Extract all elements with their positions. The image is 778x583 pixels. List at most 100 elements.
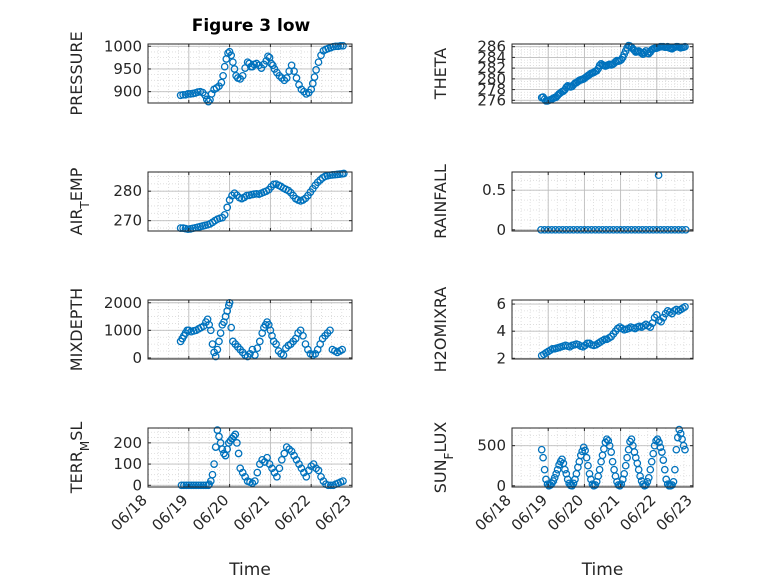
sun_flux-xtick-label: 06/23 (653, 491, 696, 534)
sun_flux-xtick-label: 06/21 (580, 491, 623, 534)
pressure-ylabel: PRESSURE (67, 31, 86, 115)
mixdepth-data-point (311, 349, 320, 358)
sun_flux-data-point (620, 469, 629, 478)
mixdepth-data-point (213, 345, 222, 354)
terr_msl-data-point (290, 451, 298, 460)
pressure-data-point (292, 74, 301, 82)
pressure-data-point (238, 71, 247, 80)
theta-ylabel-part: THETA (431, 48, 450, 100)
h2omixra-ytick-label: 2 (496, 349, 506, 367)
rainfall-axes: 0 0.5 RAINFALL (431, 164, 694, 239)
pressure-ytick-label: 950 (113, 60, 142, 78)
rainfall-data-point (591, 225, 600, 234)
mixdepth-ytick-label: 2000 (104, 294, 142, 312)
sun_flux-xlabel: Time (581, 560, 624, 580)
sun_flux-data-point (681, 445, 689, 454)
rainfall-ytick-label: 0 (496, 221, 506, 239)
rainfall-data-point (660, 225, 668, 234)
terr_msl-data-point (280, 449, 289, 458)
terr_msl-data-point (194, 481, 203, 490)
terr_msl-data-point (302, 472, 311, 481)
terr_msl-data-point (192, 481, 200, 490)
mixdepth-data-point (326, 326, 334, 335)
sun_flux-xtick-label: 06/22 (616, 491, 659, 534)
sun_flux-data-point (658, 448, 666, 456)
sun_flux-xtick-label: 06/20 (544, 491, 587, 534)
terr_msl-xtick-label: 06/21 (230, 491, 273, 534)
h2omixra-ytick-label: 4 (496, 322, 506, 340)
pressure-data-point (280, 76, 289, 85)
mixdepth-data-point (251, 351, 259, 359)
pressure-data-point (204, 97, 213, 106)
air_temp-axes: 270 280 AIRTEMP (67, 167, 353, 235)
sun_flux-axes-box (511, 427, 694, 488)
terr_msl-data-point (238, 468, 247, 477)
sun_flux-data-point (582, 453, 591, 462)
sun_flux-data-point (558, 455, 566, 464)
sun_flux-data-point (561, 465, 569, 474)
rainfall-data-point (558, 225, 567, 234)
pressure-data-point (300, 87, 308, 96)
air_temp-data-point (220, 210, 229, 219)
pressure-data-point (331, 42, 340, 51)
sun_flux-ylabel-part: F (442, 452, 456, 459)
sun_flux-ytick-label: 0 (496, 477, 506, 495)
air_temp-data-point (223, 203, 232, 212)
pressure-data-point (225, 47, 234, 56)
sun_flux-ytick-label: 500 (477, 437, 506, 455)
sun_flux-data-point (616, 481, 624, 490)
sun_flux-data-point (550, 473, 559, 482)
sun_flux-data-point (539, 453, 547, 462)
sun_flux-ylabel-part: LUX (431, 422, 450, 453)
rainfall-data-point (587, 225, 596, 234)
terr_msl-data-point (270, 468, 279, 477)
terr_msl-data-point (218, 445, 227, 454)
terr_msl-ylabel: TERRMSL (67, 422, 92, 495)
pressure-data-point (312, 66, 320, 74)
pressure-data-point (179, 90, 187, 99)
rainfall-data-point (602, 225, 610, 234)
sun_flux-data-point (604, 436, 613, 445)
terr_msl-data-point (229, 432, 238, 441)
air_temp-data-point (339, 169, 348, 178)
sun_flux-xtick-label: 06/19 (508, 491, 551, 534)
sun_flux-data-point (671, 465, 679, 474)
rainfall-data-point (609, 225, 618, 234)
terr_msl-xlabel: Time (228, 560, 271, 580)
rainfall-data-point (667, 225, 676, 234)
rainfall-data-point (642, 225, 650, 234)
figure-title: Figure 3 low (192, 16, 311, 36)
terr_msl-xtick-label: 06/22 (271, 491, 314, 534)
sun_flux-data-point (552, 469, 561, 478)
rainfall-data-point (671, 225, 679, 234)
terr_msl-data-point (233, 439, 241, 447)
sun_flux-data-point (660, 465, 669, 474)
pressure-data-point (184, 90, 192, 98)
h2omixra-data-point (646, 323, 655, 331)
pressure-data-point (314, 58, 323, 67)
rainfall-data-point (605, 225, 614, 234)
pressure-data-point (227, 51, 236, 60)
pressure-data-point (219, 71, 227, 80)
terr_msl-data-point (210, 460, 218, 468)
mixdepth-ylabel: MIXDEPTH (67, 288, 86, 371)
terr_msl-xtick-label: 06/20 (189, 491, 232, 534)
terr_msl-data-point (277, 455, 286, 464)
sun_flux-ylabel-part: SUN (431, 459, 450, 493)
air_temp-axes-box (147, 171, 353, 232)
rainfall-data-point (623, 225, 632, 234)
terr_msl-ytick-label: 200 (113, 434, 142, 452)
terr_msl-data-point (314, 466, 323, 475)
mixdepth-data-point (279, 351, 288, 359)
terr_msl-data-point (208, 470, 217, 479)
pressure-data-point (268, 61, 277, 70)
pressure-data-point (339, 41, 347, 50)
air_temp-ylabel-part: T (78, 201, 92, 210)
theta-ytick-label: 280 (477, 70, 506, 88)
pressure-data-point (267, 59, 276, 68)
terr_msl-data-point (275, 464, 284, 473)
sun_flux-data-point (602, 435, 611, 444)
terr_msl-axes-box (147, 427, 353, 488)
sun_flux-data-point (656, 443, 665, 452)
